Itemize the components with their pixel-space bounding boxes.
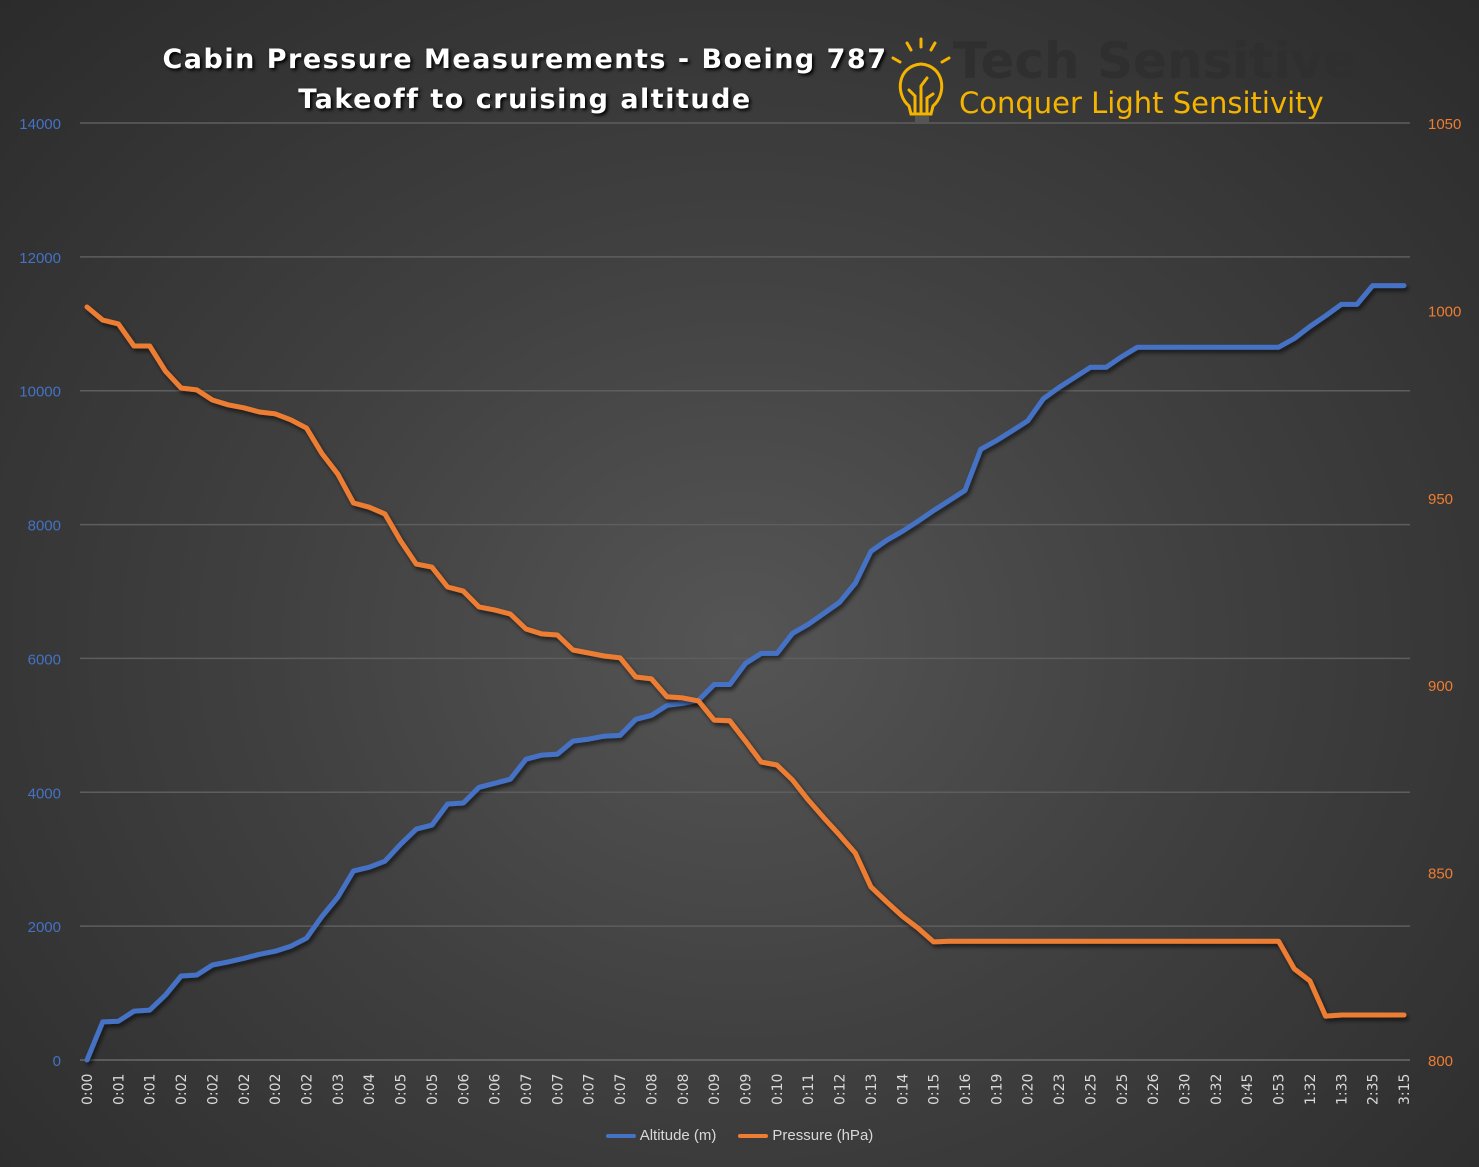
- altitude-series-line: [84, 283, 1407, 1063]
- x-tick-label: 2:35: [1366, 1074, 1382, 1105]
- y-right-tick-label: 850: [1428, 866, 1453, 883]
- legend-item-altitude: Altitude (m): [605, 1127, 717, 1144]
- x-tick-label: 0:00: [80, 1074, 96, 1105]
- x-tick-label: 0:08: [644, 1074, 660, 1105]
- x-tick-label: 0:45: [1240, 1074, 1256, 1105]
- y-right-tick-label: 1000: [1428, 303, 1461, 320]
- x-tick-label: 0:30: [1178, 1074, 1194, 1105]
- legend-swatch-pressure: [738, 1133, 769, 1138]
- x-tick-label: 0:53: [1272, 1074, 1288, 1105]
- x-tick-label: 0:32: [1209, 1074, 1225, 1105]
- x-tick-label: 0:20: [1021, 1074, 1037, 1105]
- x-tick-label: 0:07: [519, 1074, 535, 1105]
- x-tick-label: 0:09: [739, 1074, 755, 1105]
- x-tick-label: 0:02: [268, 1074, 284, 1105]
- x-tick-label: 0:14: [895, 1073, 911, 1105]
- x-tick-label: 3:15: [1397, 1074, 1413, 1105]
- y-left-tick-label: 14000: [19, 116, 61, 133]
- logo-tagline: Conquer Light Sensitivity: [959, 86, 1324, 120]
- y-left-tick-label: 6000: [28, 651, 61, 668]
- y-right-tick-label: 900: [1428, 678, 1453, 695]
- x-tick-label: 0:04: [362, 1073, 378, 1105]
- y-right-tick-label: 950: [1428, 491, 1453, 508]
- x-tick-label: 0:11: [801, 1074, 817, 1105]
- x-tick-label: 0:01: [111, 1074, 127, 1105]
- x-tick-label: 0:02: [300, 1074, 316, 1105]
- x-tick-label: 0:09: [707, 1074, 723, 1105]
- x-tick-label: 0:07: [613, 1074, 629, 1105]
- x-tick-label: 0:08: [676, 1074, 692, 1105]
- x-tick-label: 0:06: [456, 1073, 472, 1105]
- x-tick-label: 0:19: [989, 1074, 1005, 1105]
- x-tick-label: 0:15: [927, 1074, 943, 1105]
- tech-sensitive-logo: Tech Sensitive Conquer Light Sensitivity: [885, 32, 1357, 126]
- x-tick-label: 0:12: [833, 1074, 849, 1105]
- x-tick-label: 0:03: [331, 1074, 347, 1105]
- legend-swatch-altitude: [605, 1133, 636, 1138]
- legend-item-pressure: Pressure (hPa): [738, 1127, 873, 1144]
- legend-label-pressure: Pressure (hPa): [772, 1127, 874, 1144]
- x-tick-label: 0:02: [205, 1074, 221, 1105]
- legend-label-altitude: Altitude (m): [639, 1127, 717, 1144]
- y-left-tick-label: 2000: [28, 919, 61, 936]
- x-tick-label: 0:05: [425, 1074, 441, 1105]
- x-tick-label: 0:02: [174, 1074, 190, 1105]
- x-tick-label: 0:16: [958, 1073, 974, 1105]
- chart-subtitle: Takeoff to cruising altitude: [298, 84, 752, 115]
- y-right-tick-label: 1050: [1428, 116, 1461, 133]
- x-tick-label: 0:26: [1146, 1073, 1162, 1105]
- y-left-tick-label: 0: [53, 1053, 61, 1070]
- y-left-tick-label: 10000: [19, 384, 61, 401]
- y-left-tick-label: 12000: [19, 250, 61, 267]
- chart-title: Cabin Pressure Measurements - Boeing 787: [162, 44, 888, 75]
- x-tick-label: 0:13: [864, 1074, 880, 1105]
- x-tick-label: 1:32: [1303, 1074, 1319, 1105]
- y-right-tick-label: 800: [1428, 1053, 1453, 1070]
- x-tick-label: 0:06: [488, 1073, 504, 1105]
- x-tick-label: 1:33: [1334, 1074, 1350, 1105]
- y-left-tick-label: 4000: [28, 785, 61, 802]
- logo-name: Tech Sensitive: [953, 32, 1357, 90]
- x-tick-label: 0:23: [1052, 1074, 1068, 1105]
- x-tick-label: 0:01: [143, 1074, 159, 1105]
- x-tick-label: 0:07: [550, 1074, 566, 1105]
- x-tick-label: 0:10: [770, 1074, 786, 1105]
- x-tick-label: 0:07: [582, 1074, 598, 1105]
- x-tick-label: 0:25: [1115, 1074, 1131, 1105]
- pressure-series-line: [84, 304, 1407, 1019]
- lightbulb-icon: [891, 37, 951, 122]
- x-tick-label: 0:05: [394, 1074, 410, 1105]
- x-tick-label: 0:02: [237, 1074, 253, 1105]
- x-tick-label: 0:25: [1083, 1074, 1099, 1105]
- legend: Altitude (m) Pressure (hPa): [0, 1127, 1479, 1144]
- y-left-tick-label: 8000: [28, 518, 61, 535]
